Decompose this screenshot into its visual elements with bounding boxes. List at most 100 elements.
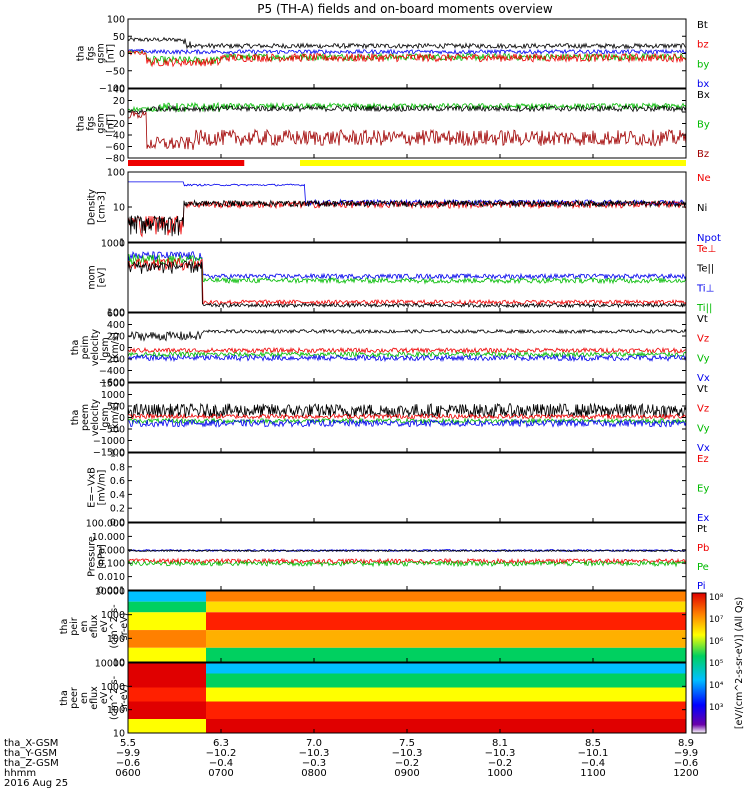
spectrogram-cell (416, 612, 422, 631)
spectrogram-cell (356, 673, 362, 688)
spectrogram-cell (350, 719, 356, 733)
spectrogram-cell (650, 647, 656, 662)
spectrogram-cell (506, 673, 512, 688)
spectrogram-cell (608, 687, 614, 702)
spectrogram-cell (608, 630, 614, 648)
series-line (128, 36, 686, 50)
spectrogram-cell (134, 701, 140, 719)
spectrogram-cell (272, 673, 278, 688)
spectrogram-cell (356, 612, 362, 631)
spectrogram-cell (344, 647, 350, 662)
spectrogram-cell (470, 601, 476, 613)
spectrogram-cell (596, 673, 602, 688)
spectrogram-cell (578, 701, 584, 719)
spectrogram-cell (236, 630, 242, 648)
spectrogram-cell (248, 630, 254, 648)
spectrogram-cell (596, 701, 602, 719)
spectrogram-cell (434, 687, 440, 702)
y-axis-label: [cm-3] (97, 191, 108, 222)
spectrogram-cell (674, 701, 680, 719)
x-tick-time: 1100 (580, 768, 605, 779)
spectrogram-cell (416, 687, 422, 702)
spectrogram-cell (386, 687, 392, 702)
spectrogram-cell (296, 719, 302, 733)
spectrogram-cell (422, 647, 428, 662)
spectrogram-cell (470, 591, 476, 602)
spectrogram-cell (584, 601, 590, 613)
y-axis-label: [nPa] (97, 544, 108, 569)
spectrogram-cell (668, 647, 674, 662)
spectrogram-cell (620, 601, 626, 613)
colorbar-tick-label: 10⁷ (709, 615, 724, 625)
spectrogram-cell (500, 701, 506, 719)
spectrogram-cell (638, 647, 644, 662)
spectrogram-cell (134, 687, 140, 702)
spectrogram-cell (554, 601, 560, 613)
spectrogram-cell (380, 591, 386, 602)
spectrogram-cell (188, 601, 194, 613)
spectrogram-cell (224, 701, 230, 719)
spectrogram-cell (314, 701, 320, 719)
spectrogram-cell (614, 647, 620, 662)
spectrogram-cell (230, 663, 236, 674)
spectrogram-cell (212, 612, 218, 631)
y-axis-label: en (79, 621, 90, 633)
spectrogram-cell (296, 591, 302, 602)
spectrogram-cell (614, 687, 620, 702)
panel-frame (127, 171, 687, 243)
y-axis-label: mom (87, 265, 98, 289)
spectrogram-cell (392, 673, 398, 688)
spectrogram-cell (320, 701, 326, 719)
x-tick-y-gsm: −10.3 (485, 748, 516, 759)
spectrogram-cell (560, 612, 566, 631)
y-tick-label: −1500 (93, 448, 125, 459)
y-tick-label: −400 (99, 366, 125, 377)
spectrogram-cell (482, 663, 488, 674)
spectrogram-cell (542, 630, 548, 648)
spectrogram-cell (530, 719, 536, 733)
spectrogram-cell (146, 647, 152, 662)
spectrogram-cell (668, 673, 674, 688)
spectrogram-cell (458, 663, 464, 674)
spectrogram-cell (194, 601, 200, 613)
spectrogram-cell (470, 701, 476, 719)
spectrogram-cell (206, 719, 212, 733)
spectrogram-cell (128, 663, 134, 674)
spectrogram-cell (464, 687, 470, 702)
x-tick-z-gsm: −0.6 (116, 758, 140, 769)
y-axis-label: peer (69, 687, 80, 709)
y-tick-label: 500 (107, 402, 125, 413)
spectrogram-cell (332, 663, 338, 674)
colorbar-tick-label: 10⁵ (709, 659, 723, 669)
spectrogram-cell (434, 601, 440, 613)
spectrogram-cell (482, 630, 488, 648)
spectrogram-cell (590, 630, 596, 648)
spectrogram-cell (482, 687, 488, 702)
spectrogram-cell (542, 663, 548, 674)
spectrogram-cell (158, 701, 164, 719)
spectrogram-cell (554, 647, 560, 662)
x-tick-z-gsm: −0.4 (581, 758, 605, 769)
spectrogram-cell (410, 612, 416, 631)
spectrogram-cell (374, 591, 380, 602)
legend-entry: Te|| (696, 264, 714, 275)
spectrogram-cell (608, 701, 614, 719)
spectrogram-cell (518, 701, 524, 719)
spectrogram-cell (440, 647, 446, 662)
spectrogram-cell (668, 630, 674, 648)
spectrogram-cell (182, 687, 188, 702)
spectrogram-cell (332, 591, 338, 602)
spectrogram-cell (374, 663, 380, 674)
spectrogram-cell (296, 601, 302, 613)
spectrogram-cell (650, 673, 656, 688)
spectrogram-cell (416, 601, 422, 613)
x-tick-time: 0700 (208, 768, 233, 779)
spectrogram-cell (596, 601, 602, 613)
y-axis-label: (cm^2-s- (109, 605, 120, 649)
spectrogram-cell (380, 673, 386, 688)
spectrogram-cell (512, 673, 518, 688)
spectrogram-cell (350, 687, 356, 702)
spectrogram-cell (590, 612, 596, 631)
spectrogram-cell (566, 630, 572, 648)
x-tick-y-gsm: −9.9 (116, 748, 140, 759)
